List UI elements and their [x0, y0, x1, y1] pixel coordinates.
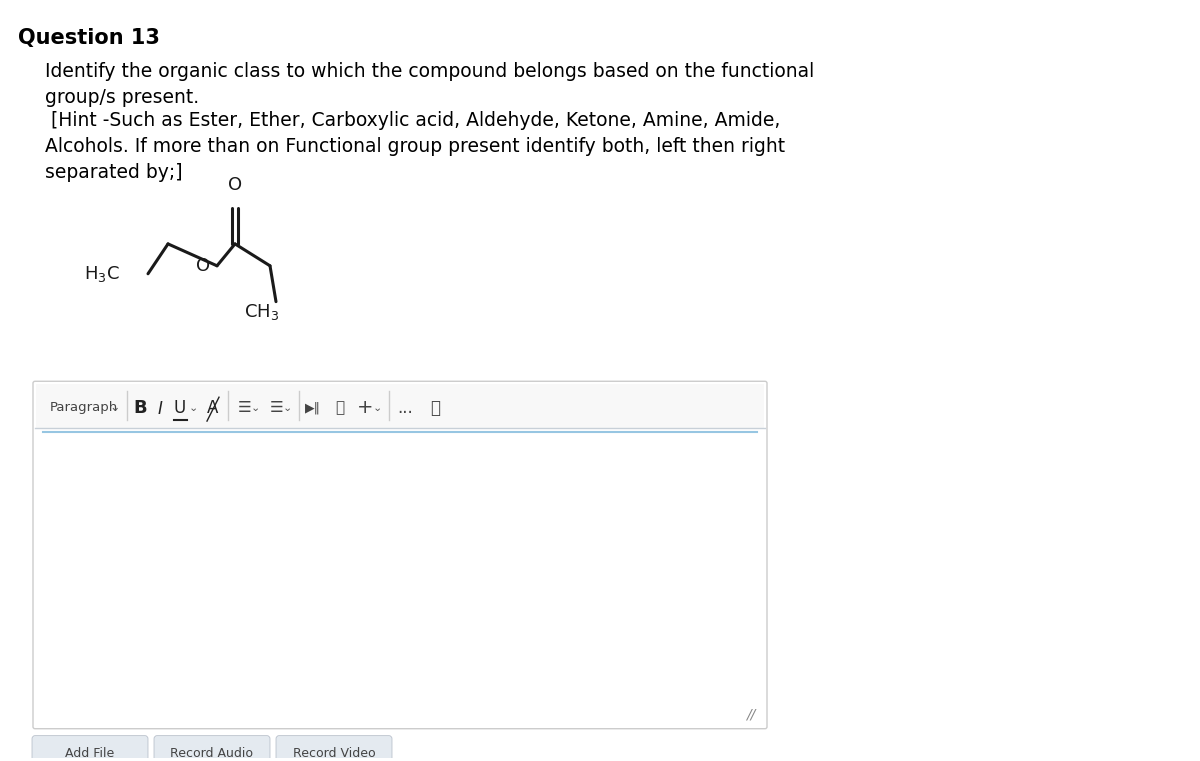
Text: Identify the organic class to which the compound belongs based on the functional: Identify the organic class to which the … [46, 62, 815, 81]
Text: O: O [196, 256, 210, 275]
Text: ⌄: ⌄ [109, 401, 120, 414]
Text: B: B [133, 399, 146, 417]
Text: ⛓: ⛓ [336, 400, 344, 416]
Text: group/s present.: group/s present. [46, 88, 199, 107]
FancyBboxPatch shape [154, 736, 270, 761]
Text: Record Audio: Record Audio [170, 747, 253, 760]
Text: [Hint -Such as Ester, Ether, Carboxylic acid, Aldehyde, Ketone, Amine, Amide,: [Hint -Such as Ester, Ether, Carboxylic … [46, 112, 780, 130]
Text: ⌄: ⌄ [372, 403, 382, 412]
Text: I: I [157, 400, 162, 418]
Text: Record Video: Record Video [293, 747, 376, 760]
FancyBboxPatch shape [32, 736, 148, 761]
Text: +: + [356, 398, 373, 417]
FancyBboxPatch shape [36, 384, 764, 428]
Text: ...: ... [397, 399, 413, 417]
Text: ⌄: ⌄ [251, 403, 259, 412]
Text: O: O [228, 176, 242, 194]
Text: ▶‖: ▶‖ [305, 401, 320, 414]
Text: ⌄: ⌄ [282, 403, 292, 412]
Text: Question 13: Question 13 [18, 28, 160, 48]
Text: ☰: ☰ [238, 400, 252, 416]
Text: Paragraph: Paragraph [50, 401, 119, 414]
Text: A: A [208, 399, 218, 417]
Text: U: U [174, 399, 186, 417]
Text: CH$_3$: CH$_3$ [245, 301, 280, 322]
Text: ⌄: ⌄ [188, 403, 198, 412]
Text: ⤢: ⤢ [430, 399, 440, 417]
Text: H$_3$C: H$_3$C [84, 264, 120, 284]
Text: //: // [745, 708, 755, 721]
Text: separated by;]: separated by;] [46, 164, 182, 183]
FancyBboxPatch shape [276, 736, 392, 761]
Text: Add File: Add File [65, 747, 115, 760]
Text: ☰: ☰ [270, 400, 284, 416]
Text: Alcohols. If more than on Functional group present identify both, left then righ: Alcohols. If more than on Functional gro… [46, 138, 785, 156]
FancyBboxPatch shape [34, 381, 767, 729]
